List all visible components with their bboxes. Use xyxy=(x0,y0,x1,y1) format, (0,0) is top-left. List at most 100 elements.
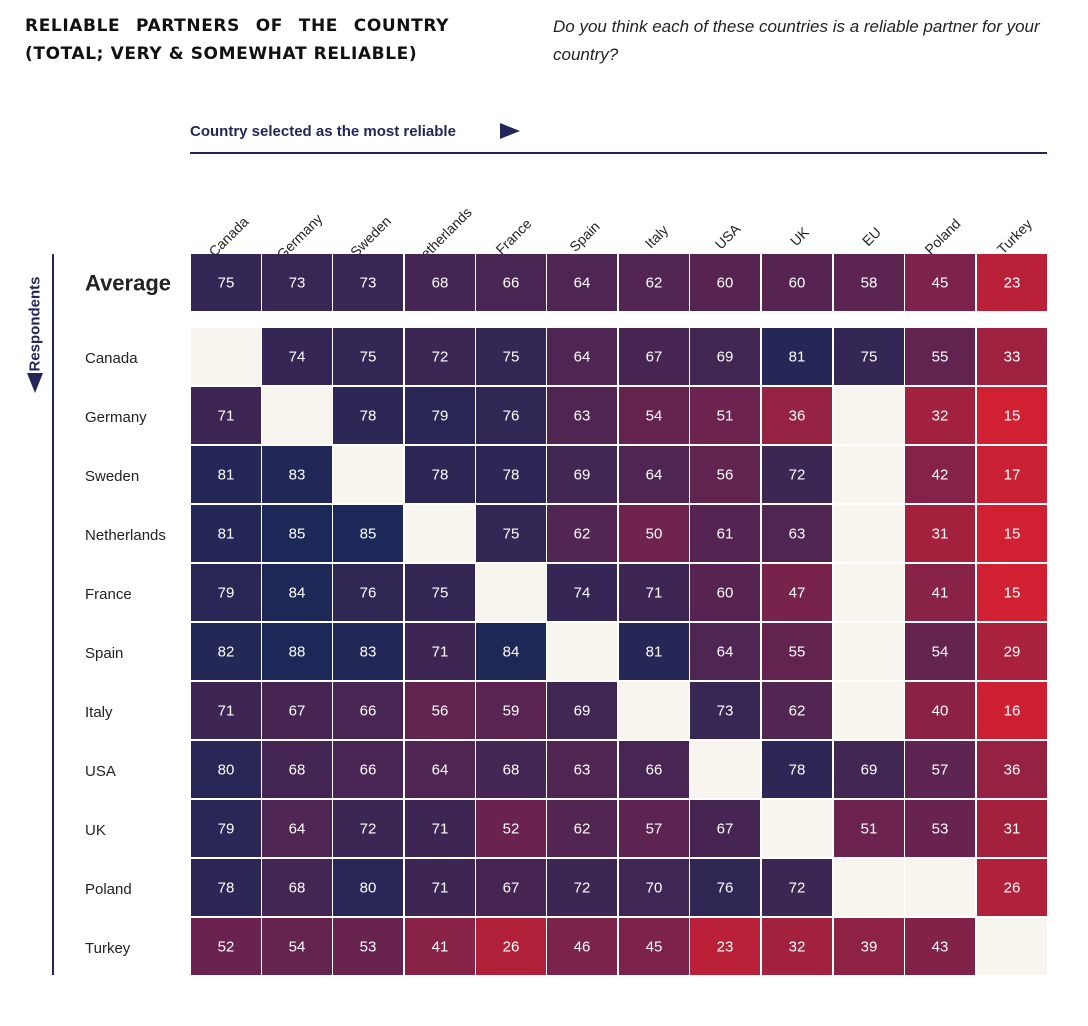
cell-value-poland-spain: 72 xyxy=(574,880,591,897)
row-label-poland: Poland xyxy=(85,881,132,898)
cell-value-turkey-usa: 23 xyxy=(717,939,734,956)
cell-germany-sweden xyxy=(333,387,403,444)
cell-value-uk-sweden: 72 xyxy=(360,821,377,838)
cell-usa-sweden xyxy=(333,741,403,798)
cell-france-germany xyxy=(262,564,332,621)
cell-value-italy-germany: 67 xyxy=(289,703,306,720)
cell-value-average-uk: 60 xyxy=(789,275,806,292)
cell-value-spain-germany: 88 xyxy=(289,644,306,661)
cell-italy-canada xyxy=(191,682,261,739)
cell-germany-poland xyxy=(905,387,975,444)
cell-canada-poland xyxy=(905,328,975,385)
cell-poland-sweden xyxy=(333,859,403,916)
cell-value-average-spain: 64 xyxy=(574,275,591,292)
cell-value-poland-germany: 68 xyxy=(289,880,306,897)
cell-value-sweden-usa: 56 xyxy=(717,467,734,484)
cell-average-sweden xyxy=(333,254,403,311)
cell-netherlands-netherlands xyxy=(405,505,475,562)
cell-value-uk-france: 52 xyxy=(503,821,520,838)
cell-average-uk xyxy=(762,254,832,311)
cell-canada-netherlands xyxy=(405,328,475,385)
cell-value-usa-netherlands: 64 xyxy=(432,762,449,779)
cell-italy-eu xyxy=(834,682,904,739)
cell-value-netherlands-poland: 31 xyxy=(932,526,949,543)
cell-turkey-canada xyxy=(191,918,261,975)
cell-value-netherlands-usa: 61 xyxy=(717,526,734,543)
cell-value-netherlands-germany: 85 xyxy=(289,526,306,543)
cell-value-sweden-canada: 81 xyxy=(218,467,235,484)
cell-value-spain-netherlands: 71 xyxy=(432,644,449,661)
cell-value-germany-italy: 54 xyxy=(646,408,663,425)
cell-value-sweden-france: 78 xyxy=(503,467,520,484)
cell-poland-uk xyxy=(762,859,832,916)
chart-title: Reliable partners of the country (total;… xyxy=(25,16,449,64)
cell-value-poland-turkey: 26 xyxy=(1004,880,1021,897)
cell-france-usa xyxy=(690,564,760,621)
cell-sweden-spain xyxy=(547,446,617,503)
cell-germany-netherlands xyxy=(405,387,475,444)
cell-value-spain-canada: 82 xyxy=(218,644,235,661)
cell-value-canada-turkey: 33 xyxy=(1004,349,1021,366)
cell-usa-france xyxy=(476,741,546,798)
cell-value-average-usa: 60 xyxy=(717,275,734,292)
cell-value-average-sweden: 73 xyxy=(360,275,377,292)
cell-value-average-turkey: 23 xyxy=(1004,275,1021,292)
cell-uk-spain xyxy=(547,800,617,857)
cell-poland-france xyxy=(476,859,546,916)
cell-netherlands-usa xyxy=(690,505,760,562)
down-arrow-icon xyxy=(27,373,43,393)
cell-value-netherlands-turkey: 15 xyxy=(1004,526,1021,543)
cell-value-france-germany: 84 xyxy=(289,585,306,602)
cell-usa-spain xyxy=(547,741,617,798)
right-arrow-icon xyxy=(500,123,520,139)
cell-value-average-france: 66 xyxy=(503,275,520,292)
cell-turkey-sweden xyxy=(333,918,403,975)
cell-canada-france xyxy=(476,328,546,385)
cell-value-turkey-uk: 32 xyxy=(789,939,806,956)
column-label-sweden: Sweden xyxy=(347,213,394,260)
cell-average-netherlands xyxy=(405,254,475,311)
cell-value-usa-italy: 66 xyxy=(646,762,663,779)
column-label-turkey: Turkey xyxy=(994,216,1035,257)
cell-value-canada-usa: 69 xyxy=(717,349,734,366)
cell-canada-eu xyxy=(834,328,904,385)
cell-value-uk-canada: 79 xyxy=(218,821,235,838)
cell-spain-canada xyxy=(191,623,261,680)
cell-uk-poland xyxy=(905,800,975,857)
cell-value-france-usa: 60 xyxy=(717,585,734,602)
cell-canada-germany xyxy=(262,328,332,385)
cell-value-germany-spain: 63 xyxy=(574,408,591,425)
cell-france-france xyxy=(476,564,546,621)
cell-value-canada-germany: 74 xyxy=(289,349,306,366)
cell-germany-turkey xyxy=(977,387,1047,444)
cell-france-sweden xyxy=(333,564,403,621)
cell-value-poland-france: 67 xyxy=(503,880,520,897)
cell-france-spain xyxy=(547,564,617,621)
cell-italy-netherlands xyxy=(405,682,475,739)
cell-turkey-spain xyxy=(547,918,617,975)
cell-turkey-eu xyxy=(834,918,904,975)
cell-spain-usa xyxy=(690,623,760,680)
cell-poland-usa xyxy=(690,859,760,916)
row-label-france: France xyxy=(85,586,132,603)
cell-value-usa-turkey: 36 xyxy=(1004,762,1021,779)
cell-value-uk-turkey: 31 xyxy=(1004,821,1021,838)
cell-turkey-netherlands xyxy=(405,918,475,975)
cell-value-italy-turkey: 16 xyxy=(1004,703,1021,720)
cell-value-canada-spain: 64 xyxy=(574,349,591,366)
row-label-italy: Italy xyxy=(85,704,113,721)
cell-value-netherlands-france: 75 xyxy=(503,526,520,543)
cell-uk-usa xyxy=(690,800,760,857)
cell-turkey-uk xyxy=(762,918,832,975)
cell-value-usa-poland: 57 xyxy=(932,762,949,779)
cell-france-italy xyxy=(619,564,689,621)
cell-value-average-canada: 75 xyxy=(218,275,235,292)
cell-sweden-poland xyxy=(905,446,975,503)
cell-uk-sweden xyxy=(333,800,403,857)
cell-value-spain-poland: 54 xyxy=(932,644,949,661)
cell-average-france xyxy=(476,254,546,311)
row-label-uk: UK xyxy=(85,822,106,839)
cell-value-usa-canada: 80 xyxy=(218,762,235,779)
cell-value-italy-usa: 73 xyxy=(717,703,734,720)
cell-value-netherlands-sweden: 85 xyxy=(360,526,377,543)
